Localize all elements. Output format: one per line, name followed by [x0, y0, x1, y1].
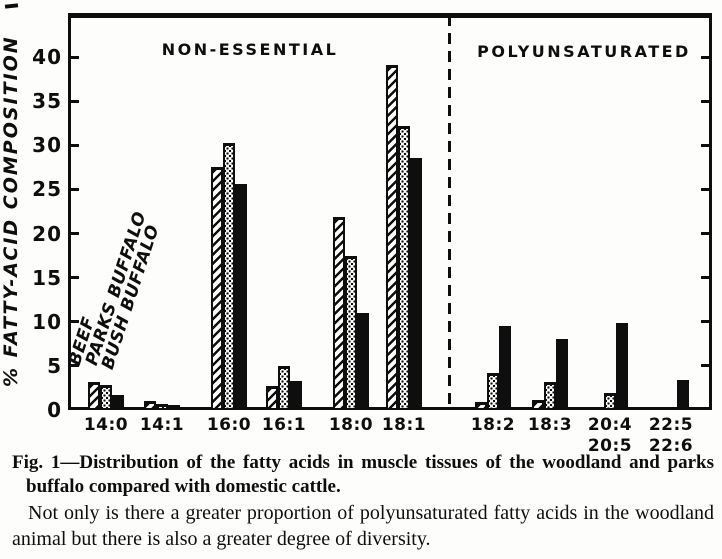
bar-beef-18-0 — [333, 217, 345, 410]
y-axis-tick-right — [701, 143, 709, 147]
x-axis-label: 16:0 — [206, 415, 252, 435]
bar-bush-buffalo-16-1 — [290, 381, 302, 410]
bar-bush-buffalo-14-1 — [168, 405, 180, 410]
y-axis-tick-label: 15 — [32, 265, 62, 290]
y-axis-tick-right — [701, 55, 709, 59]
x-axis-label: 18:2 — [470, 415, 516, 435]
section-divider-dashed-line — [448, 15, 451, 410]
y-axis-tick-left — [71, 320, 79, 324]
bar-parks-buffalo-22-5-22-6 — [665, 408, 677, 410]
y-axis-tick-right — [701, 187, 709, 191]
bar-bush-buffalo-14-0 — [112, 395, 124, 410]
y-axis-tick-label: 5 — [47, 353, 62, 378]
bar-beef-14-0 — [88, 382, 100, 410]
body-paragraph: Not only is there a greater proportion o… — [12, 502, 714, 550]
x-axis-label: 18:3 — [527, 415, 573, 435]
y-axis-tick-right — [701, 232, 709, 235]
y-axis-tick-right — [701, 276, 709, 280]
bar-beef-16-1 — [266, 386, 278, 410]
y-axis-tick-left — [71, 99, 79, 103]
figure-caption: Fig. 1—Distribution of the fatty acids i… — [12, 452, 714, 497]
bar-beef-18-3 — [532, 400, 544, 410]
section-label-polyunsaturated: POLYUNSATURATED — [477, 42, 691, 61]
bar-beef-18-1 — [386, 65, 398, 410]
y-axis-tick-right — [701, 320, 709, 324]
bar-parks-buffalo-20-4-20-5 — [604, 393, 616, 410]
bar-beef-22-5-22-6 — [653, 408, 665, 410]
bar-beef-18-2 — [475, 402, 487, 410]
y-axis-tick-label: 30 — [32, 133, 62, 158]
bar-parks-buffalo-18-1 — [398, 126, 410, 410]
bar-bush-buffalo-22-5-22-6 — [677, 380, 689, 410]
bar-bush-buffalo-16-0 — [235, 184, 247, 410]
bar-parks-buffalo-16-0 — [223, 143, 235, 410]
bar-bush-buffalo-20-4-20-5 — [616, 323, 628, 410]
x-axis-label: 14:0 — [83, 415, 129, 435]
y-axis-tick-right — [701, 364, 709, 368]
y-axis-title: % FATTY-ACID COMPOSITION — [0, 35, 22, 388]
y-axis-tick-label: 0 — [47, 398, 62, 422]
x-axis-label: 20:4 20:5 — [587, 415, 633, 456]
x-axis-label: 16:1 — [261, 415, 307, 435]
y-axis-tick-left — [71, 187, 79, 191]
scan-artifact-mark — [4, 3, 19, 9]
x-axis-label: 18:0 — [328, 415, 374, 435]
bar-beef-14-1 — [144, 401, 156, 410]
bar-parks-buffalo-18-3 — [544, 382, 556, 410]
y-axis-tick-right — [701, 99, 709, 103]
y-axis-tick-left — [71, 143, 79, 147]
y-axis-tick-label: 20 — [32, 221, 62, 246]
bar-bush-buffalo-18-0 — [357, 313, 369, 410]
y-axis-tick-left — [71, 55, 79, 59]
bar-bush-buffalo-18-2 — [499, 326, 511, 410]
bar-beef-20-4-20-5 — [592, 408, 604, 410]
y-axis-tick-left — [71, 364, 79, 368]
y-axis-tick-label: 40 — [32, 45, 62, 69]
bar-parks-buffalo-16-1 — [278, 366, 290, 410]
y-axis-tick-label: 35 — [32, 89, 62, 114]
y-axis-tick-left — [71, 276, 79, 280]
bar-parks-buffalo-18-0 — [345, 256, 357, 410]
bar-parks-buffalo-14-1 — [156, 404, 168, 410]
x-axis-label: 14:1 — [139, 415, 185, 435]
bar-beef-16-0 — [211, 167, 223, 410]
bar-bush-buffalo-18-1 — [410, 158, 422, 410]
y-axis-tick-label: 25 — [32, 177, 62, 202]
y-axis-tick-left — [71, 232, 79, 235]
bar-parks-buffalo-18-2 — [487, 373, 499, 410]
y-axis-tick-label: 10 — [32, 309, 62, 334]
bar-parks-buffalo-14-0 — [100, 385, 112, 410]
section-label-non-essential: NON-ESSENTIAL — [161, 40, 339, 59]
x-axis-label: 22:5 22:6 — [648, 415, 694, 456]
x-axis-label: 18:1 — [381, 415, 427, 435]
bar-bush-buffalo-18-3 — [556, 339, 568, 410]
